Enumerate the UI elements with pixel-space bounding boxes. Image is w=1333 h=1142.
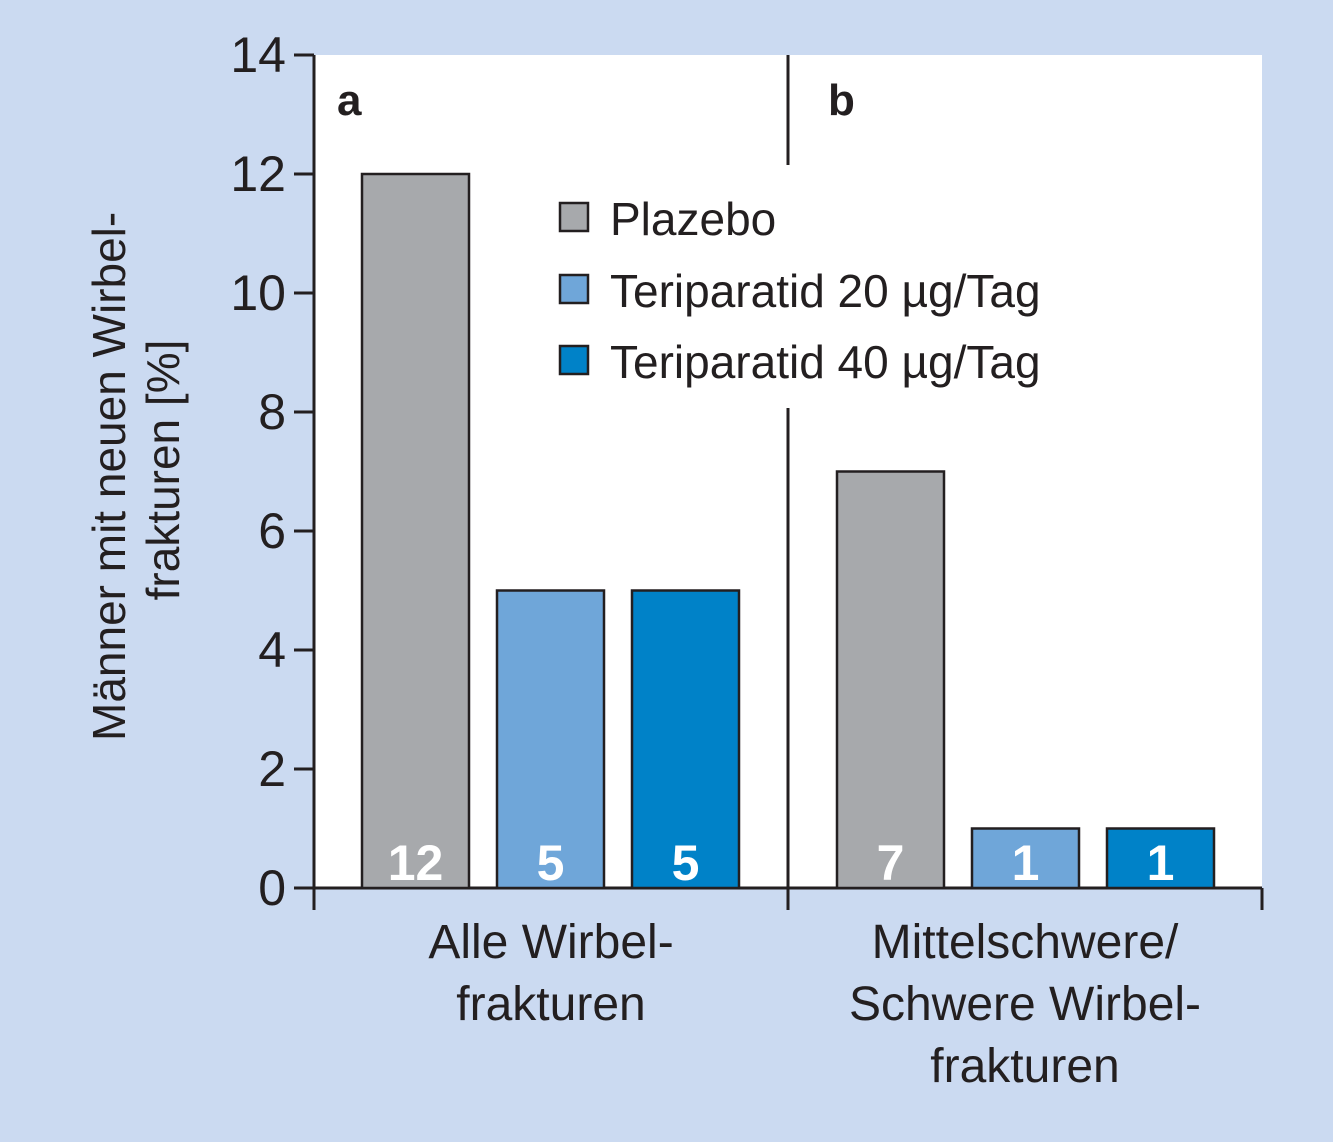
category-label: Mittelschwere/Schwere Wirbel-frakturen [849,916,1201,1093]
y-tick-label: 10 [230,265,286,321]
legend-label-teriparatid-40: Teriparatid 40 µg/Tag [610,336,1041,388]
legend-swatch-plazebo [558,201,590,233]
bar-value-label: 5 [672,835,700,891]
y-axis-title-line-2: frakturen [%] [137,340,189,601]
y-tick-label: 6 [258,503,286,559]
bar [495,589,606,890]
bar [630,589,741,890]
y-tick-label: 8 [258,384,286,440]
bar-value-label: 5 [537,835,565,891]
bar-value-label: 12 [388,835,444,891]
bar-value-label: 7 [877,835,905,891]
bar [970,827,1081,890]
panel-label-b: b [828,76,855,125]
panel-label-a: a [337,76,362,125]
category-label-line: frakturen [930,1040,1119,1093]
y-axis: 0 2 4 6 8 10 12 14 [230,27,316,916]
category-label-line: Mittelschwere/ [872,916,1179,969]
y-tick-label: 4 [258,622,286,678]
y-tick-label: 0 [258,860,286,916]
bar [360,172,471,890]
category-label: Alle Wirbel-frakturen [428,916,673,1031]
bar [1105,827,1216,890]
bar-value-label: 1 [1012,835,1040,891]
y-tick-label: 2 [258,741,286,797]
y-axis-title-line-1: Männer mit neuen Wirbel- [83,212,135,741]
category-label-line: Schwere Wirbel- [849,978,1201,1031]
category-labels: Alle Wirbel-frakturenMittelschwere/Schwe… [428,916,1201,1093]
bar [835,470,946,890]
legend-label-teriparatid-20: Teriparatid 20 µg/Tag [610,265,1041,317]
legend-label-plazebo: Plazebo [610,193,776,245]
category-label-line: frakturen [456,978,645,1031]
legend: Plazebo Teriparatid 20 µg/Tag Teriparati… [558,193,1041,388]
y-tick-label: 14 [230,27,286,83]
legend-swatch-teriparatid-40 [558,344,590,376]
bars [360,172,1216,890]
category-label-line: Alle Wirbel- [428,916,673,969]
bar-value-label: 1 [1147,835,1175,891]
y-tick-label: 12 [230,146,286,202]
value-labels: 12 7 5 1 5 1 [388,835,1175,891]
legend-swatch-teriparatid-20 [558,273,590,305]
y-axis-title: Männer mit neuen Wirbel- frakturen [%] [83,199,189,741]
